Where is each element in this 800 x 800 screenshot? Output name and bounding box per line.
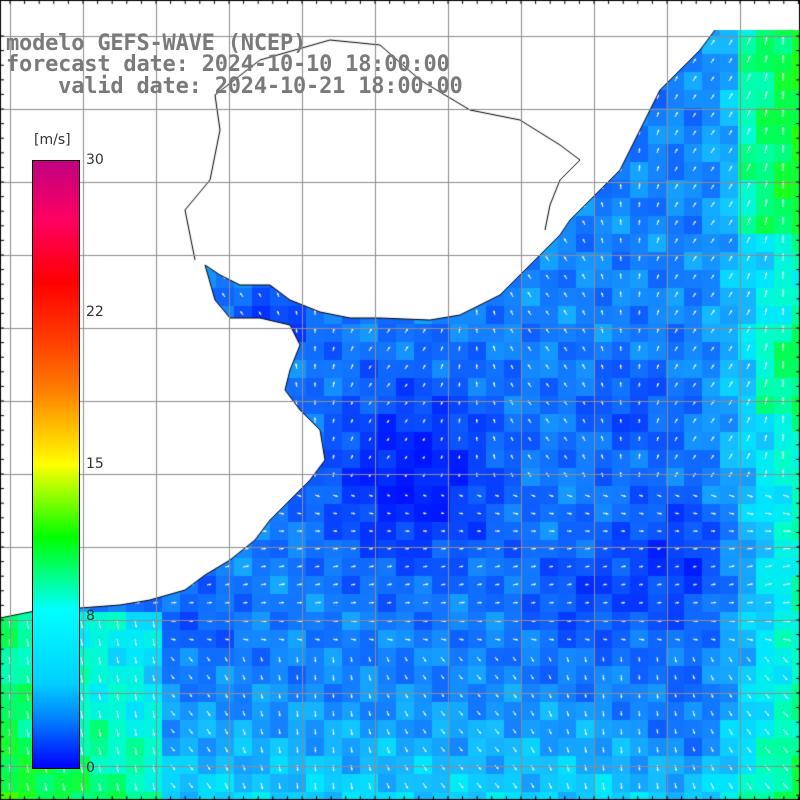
- forecast-date: forecast date: 2024-10-10 18:00:00: [6, 52, 450, 77]
- colorbar-tick: 8: [86, 608, 95, 624]
- colorbar-unit: [m/s]: [34, 132, 71, 148]
- model-title: modelo GEFS-WAVE (NCEP): [6, 31, 307, 56]
- colorbar-tick: 15: [86, 456, 104, 472]
- colorbar: [32, 160, 80, 769]
- colorbar-tick: 30: [86, 152, 104, 168]
- valid-date: valid date: 2024-10-21 18:00:00: [6, 74, 463, 99]
- colorbar-tick: 22: [86, 304, 104, 320]
- colorbar-tick: 0: [86, 760, 95, 776]
